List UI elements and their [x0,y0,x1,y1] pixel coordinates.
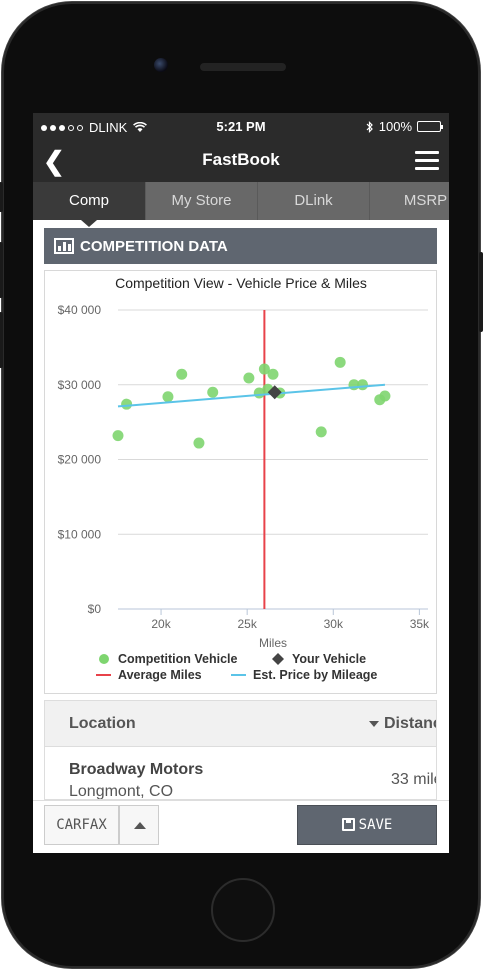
competition-point [176,368,188,380]
competition-point [207,386,219,398]
competition-point [379,390,391,402]
chart-svg: Competition View - Vehicle Price & Miles… [58,275,430,682]
nav-bar: ❮ FastBook [33,140,449,182]
page-title: FastBook [202,150,280,169]
sort-down-icon [369,720,379,727]
y-tick-label: $20 000 [58,453,102,467]
tab-msrp[interactable]: MSRP [369,182,449,220]
competition-point [193,437,205,449]
signal-dot [59,124,65,131]
chart-title: Competition View - Vehicle Price & Miles [115,275,367,291]
scroll-up-button[interactable] [119,805,159,845]
app-screen: DLINK 5:21 PM 100% ❮ FastBook Comp My St… [33,113,449,853]
legend-label: Est. Price by Mileage [253,668,377,682]
earpiece-speaker [200,63,286,71]
signal-dot [77,124,83,131]
competition-point [267,368,279,380]
y-tick-label: $40 000 [58,303,102,317]
x-tick-label: 20k [151,617,171,631]
battery-icon [417,121,443,132]
dealer-distance: 33 miles [391,771,436,788]
x-tick-label: 30k [324,617,344,631]
content-area: COMPETITION DATA Competition View - Vehi… [33,220,449,800]
table-row[interactable]: Broadway Motors Longmont, CO 33 miles [45,747,436,800]
carfax-button[interactable]: CARFAX [44,805,119,845]
signal-dot [50,124,56,131]
wifi-icon [133,122,148,132]
x-tick-label: 25k [237,617,257,631]
dealer-name: Broadway Motors [69,761,204,778]
your-vehicle-point [267,385,282,400]
location-table: Location Distance Broadway Motors Longmo… [44,700,437,800]
caret-up-icon [134,822,146,829]
footer-toolbar: CARFAX SAVE [33,800,449,853]
table-header: Location Distance [45,701,436,747]
competition-point [121,398,133,410]
distance-header-label: Distance [384,715,436,732]
back-arrow-icon[interactable]: ❮ [43,146,65,176]
save-label: SAVE [358,817,393,833]
battery-percent: 100% [378,119,412,134]
tab-comp[interactable]: Comp [33,182,145,227]
legend-label: Average Miles [118,668,202,682]
legend-marker-competition [99,654,109,664]
competition-point [112,430,124,442]
home-button[interactable] [211,878,275,942]
competition-point [357,379,369,391]
competition-point [162,391,174,403]
signal-dot [68,124,74,131]
dealer-city: Longmont, CO [69,783,174,800]
competition-point [334,356,346,368]
competition-point [315,426,327,438]
carrier-name: DLINK [89,120,128,135]
x-axis-label: Miles [259,636,287,650]
hamburger-menu-icon[interactable] [415,151,439,171]
clock: 5:21 PM [216,119,266,134]
distance-column-header[interactable]: Distance [369,715,436,733]
status-bar: DLINK 5:21 PM 100% [33,113,449,140]
floppy-disk-icon [341,818,355,831]
legend-label: Competition Vehicle [118,652,238,666]
signal-dot [41,124,47,131]
competition-point [243,372,255,384]
save-button[interactable]: SAVE [297,805,437,845]
location-column-header[interactable]: Location [69,715,136,732]
est-price-line [117,383,386,408]
bar-chart-icon [54,238,74,254]
competition-chart: Competition View - Vehicle Price & Miles… [44,270,437,694]
front-camera [154,58,168,72]
y-tick-label: $30 000 [58,378,102,392]
x-tick-label: 35k [410,617,430,631]
bluetooth-icon [366,120,373,133]
y-tick-label: $0 [88,602,102,616]
tab-dlink[interactable]: DLink [257,182,369,220]
section-header: COMPETITION DATA [44,228,437,264]
y-tick-label: $10 000 [58,527,102,541]
tab-my-store[interactable]: My Store [145,182,257,220]
section-title: COMPETITION DATA [80,237,228,255]
legend-label: Your Vehicle [292,652,366,666]
competition-point [258,363,270,375]
legend-marker-your-vehicle [272,653,284,665]
tab-bar: Comp My Store DLink MSRP [33,182,449,227]
